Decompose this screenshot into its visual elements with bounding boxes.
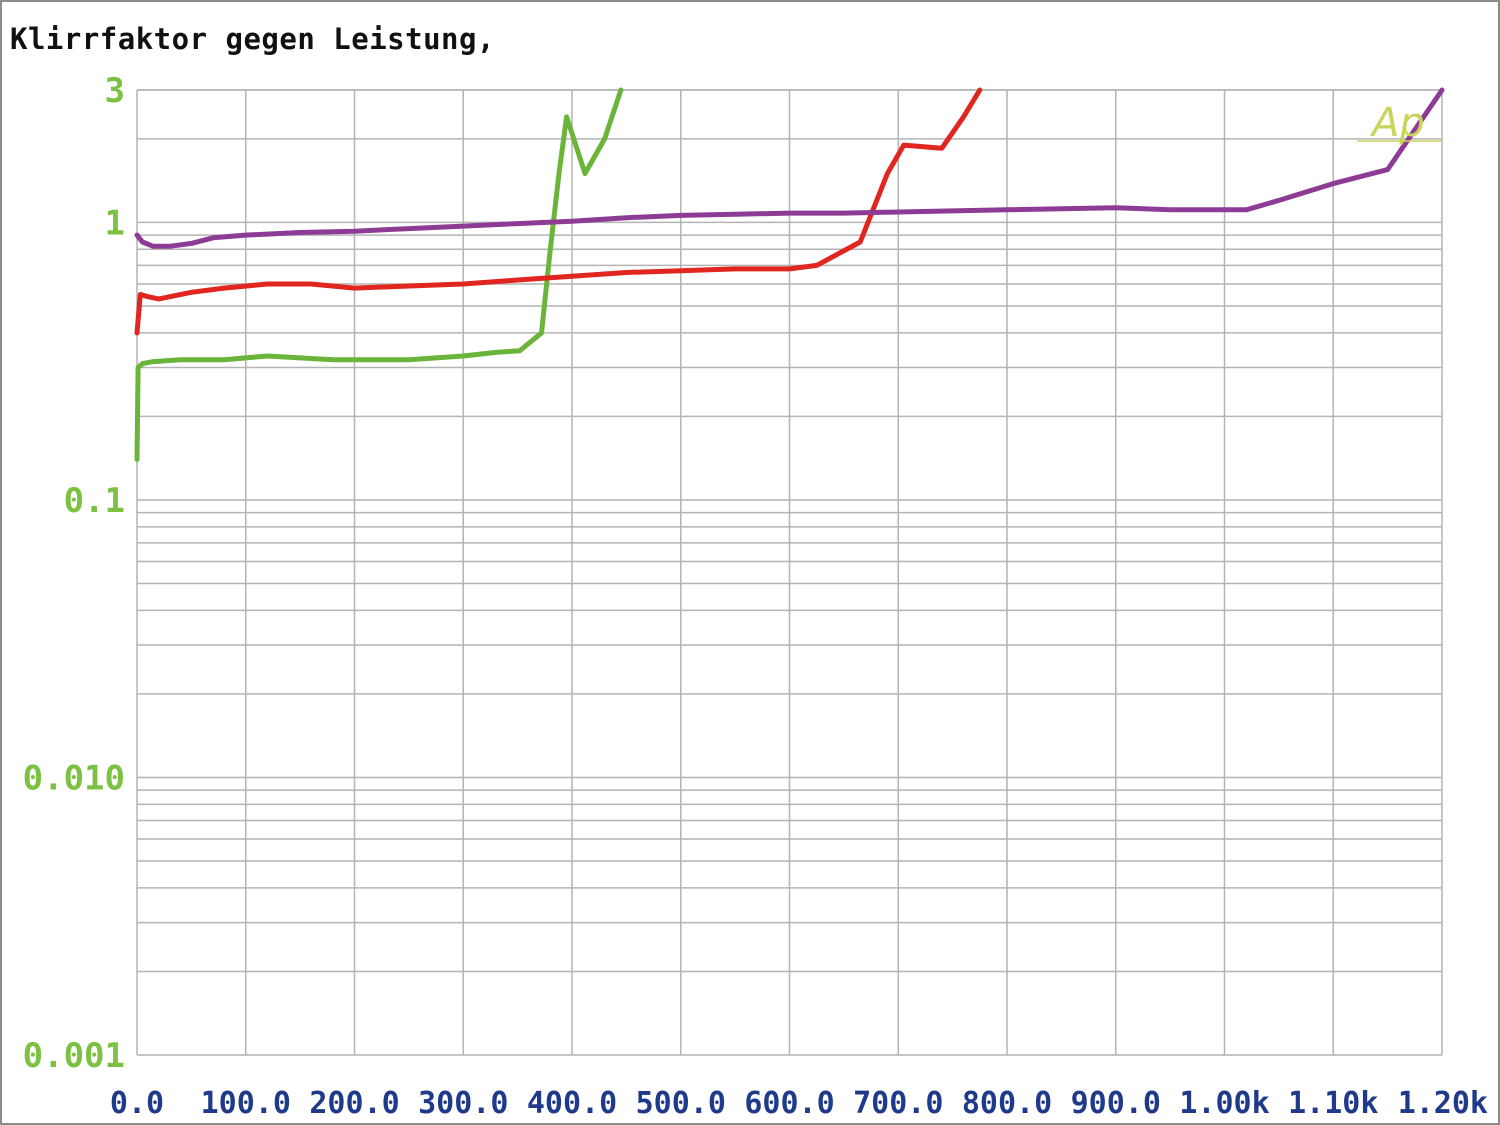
x-tick-label: 1.20k (1398, 1086, 1488, 1121)
x-tick-label: 400.0 (527, 1086, 617, 1121)
series-line-3 (134, 87, 1445, 249)
ap-mark: Ap (1369, 100, 1425, 146)
y-tick-label: 0.010 (23, 758, 125, 798)
x-tick-label: 1.10k (1288, 1086, 1378, 1121)
x-tick-label: 300.0 (418, 1086, 508, 1121)
x-tick-label: 100.0 (201, 1086, 291, 1121)
y-tick-label: 0.001 (23, 1036, 125, 1076)
y-tick-label: 1 (105, 203, 125, 243)
series-line-1 (134, 87, 624, 462)
grid (136, 89, 1443, 1056)
x-tick-label: 500.0 (636, 1086, 726, 1121)
x-tick-label: 1.00k (1179, 1086, 1269, 1121)
x-tick-label: 800.0 (962, 1086, 1052, 1121)
x-tick-label: 900.0 (1071, 1086, 1161, 1121)
x-tick-label: 600.0 (744, 1086, 834, 1121)
series-layer (134, 87, 1445, 462)
x-tick-label: 200.0 (309, 1086, 399, 1121)
series-line-2 (134, 87, 983, 336)
y-tick-label: 0.1 (64, 481, 125, 521)
y-tick-label: 3 (105, 71, 125, 111)
chart-title: Klirrfaktor gegen Leistung, (10, 22, 495, 56)
tick-labels: 3 1 0.1 0.010 0.001 0.0 100.0 200.0 300.0 400.0 50… (23, 71, 1488, 1121)
x-tick-label: 700.0 (853, 1086, 943, 1121)
x-tick-label: 0.0 (110, 1086, 164, 1121)
